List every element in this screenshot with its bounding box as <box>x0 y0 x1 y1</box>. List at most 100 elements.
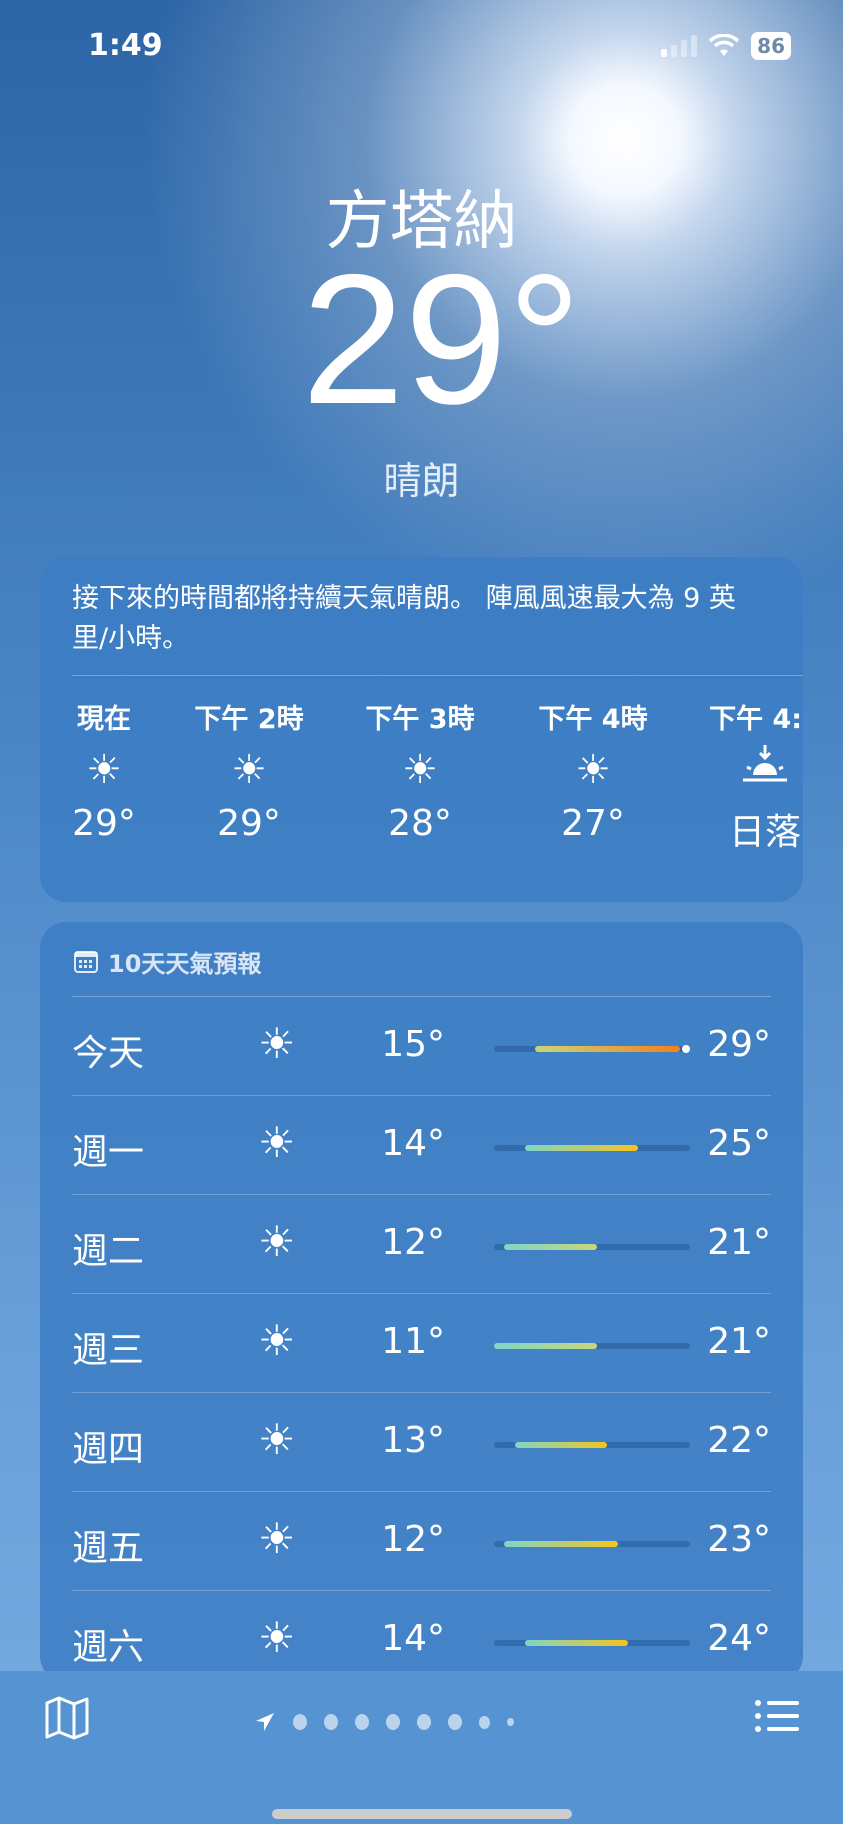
hour-temperature: 29° <box>72 803 136 844</box>
high-temperature: 29° <box>707 1024 771 1065</box>
high-temperature: 21° <box>707 1222 771 1263</box>
high-temperature: 21° <box>707 1321 771 1362</box>
city-name: 方塔納 <box>325 185 518 259</box>
hourly-item: 下午 3時 ☀ 28° <box>345 697 495 844</box>
page-dot[interactable] <box>417 1714 431 1730</box>
temperature-range-fill <box>504 1244 598 1250</box>
sun-icon: ☀ <box>402 747 438 793</box>
forecast-title: 10天天氣預報 <box>108 950 262 978</box>
status-icons: 86 <box>661 32 791 60</box>
high-temperature: 24° <box>707 1618 771 1659</box>
temperature-range-bar <box>494 1145 690 1151</box>
wifi-icon <box>709 34 740 56</box>
temperature-range-fill <box>535 1046 680 1052</box>
hourly-item: 下午 4時 ☀ 27° <box>518 697 668 844</box>
bottom-toolbar <box>0 1671 843 1824</box>
high-temperature: 23° <box>707 1519 771 1560</box>
page-dot[interactable] <box>324 1714 338 1730</box>
sun-icon: ☀ <box>258 1613 296 1662</box>
forecast-row[interactable]: 週五 ☀ 12° 23° <box>72 1492 771 1591</box>
hourly-item: 下午 4:5 日落 <box>690 697 803 855</box>
forecast-row[interactable]: 週四 ☀ 13° 22° <box>72 1393 771 1492</box>
hour-label: 下午 4:5 <box>709 704 803 735</box>
hour-label: 現在 <box>77 704 131 735</box>
sunset-icon <box>690 737 803 803</box>
weather-summary: 接下來的時間都將持續天氣晴朗。 陣風風速最大為 9 英里/小時。 <box>72 583 736 654</box>
temperature-range-bar <box>494 1640 690 1646</box>
hour-label: 下午 4時 <box>538 704 648 735</box>
sun-icon: ☀ <box>86 747 122 793</box>
low-temperature: 14° <box>381 1123 445 1164</box>
current-temperature: 29° <box>301 237 582 443</box>
map-icon[interactable] <box>44 1695 90 1741</box>
calendar-icon <box>74 950 98 973</box>
temperature-range-bar <box>494 1541 690 1547</box>
status-time: 1:49 <box>88 28 163 63</box>
divider <box>72 996 771 997</box>
temperature-range-bar <box>494 1244 690 1250</box>
page-dot[interactable] <box>448 1714 462 1730</box>
day-label: 週三 <box>72 1330 145 1371</box>
page-dot[interactable] <box>355 1714 369 1730</box>
forecast-row[interactable]: 週一 ☀ 14° 25° <box>72 1096 771 1195</box>
low-temperature: 14° <box>381 1618 445 1659</box>
cellular-signal-icon <box>661 35 698 57</box>
current-condition: 晴朗 <box>383 459 460 503</box>
forecast-row[interactable]: 週二 ☀ 12° 21° <box>72 1195 771 1294</box>
day-label: 週四 <box>72 1429 145 1470</box>
sun-icon: ☀ <box>231 747 267 793</box>
temperature-range-fill <box>514 1442 608 1448</box>
hour-temperature: 29° <box>217 803 281 844</box>
hour-label: 下午 2時 <box>194 704 304 735</box>
location-arrow-icon[interactable] <box>254 1711 276 1733</box>
day-label: 週六 <box>72 1627 145 1668</box>
hour-temperature: 日落 <box>728 812 801 853</box>
ten-day-forecast-card[interactable]: 10天天氣預報 今天 ☀ 15° 29° 週一 ☀ 14° 25° 週二 ☀ 12°… <box>40 922 803 1690</box>
page-indicator[interactable] <box>254 1711 514 1733</box>
temperature-range-fill <box>524 1145 639 1151</box>
low-temperature: 15° <box>381 1024 445 1065</box>
high-temperature: 25° <box>707 1123 771 1164</box>
sun-icon: ☀ <box>258 1514 296 1563</box>
sun-icon: ☀ <box>258 1019 296 1068</box>
sun-icon: ☀ <box>258 1415 296 1464</box>
temperature-range-bar <box>494 1343 690 1349</box>
hourly-item: 現在 ☀ 29° <box>40 697 179 844</box>
day-label: 今天 <box>72 1033 145 1074</box>
city-list-icon[interactable] <box>755 1699 799 1733</box>
low-temperature: 12° <box>381 1222 445 1263</box>
hour-label: 下午 3時 <box>365 704 475 735</box>
low-temperature: 12° <box>381 1519 445 1560</box>
sun-icon: ☀ <box>258 1217 296 1266</box>
forecast-header: 10天天氣預報 <box>74 944 261 979</box>
temperature-range-fill <box>524 1640 629 1646</box>
page-dot[interactable] <box>479 1715 490 1729</box>
page-dot[interactable] <box>293 1714 307 1730</box>
high-temperature: 22° <box>707 1420 771 1461</box>
day-label: 週二 <box>72 1231 145 1272</box>
temperature-range-fill <box>504 1541 618 1547</box>
hourly-forecast-card[interactable]: 接下來的時間都將持續天氣晴朗。 陣風風速最大為 9 英里/小時。 現在 ☀ 29… <box>40 557 803 902</box>
home-indicator[interactable] <box>272 1809 572 1819</box>
hourly-item: 下午 2時 ☀ 29° <box>174 697 324 844</box>
temperature-range-fill <box>494 1343 598 1349</box>
hour-temperature: 28° <box>388 803 452 844</box>
page-dot[interactable] <box>386 1714 400 1730</box>
temperature-range-bar <box>494 1442 690 1448</box>
low-temperature: 13° <box>381 1420 445 1461</box>
day-label: 週五 <box>72 1528 145 1569</box>
divider <box>72 675 803 676</box>
low-temperature: 11° <box>381 1321 445 1362</box>
current-temp-dot <box>681 1045 690 1053</box>
hour-temperature: 27° <box>561 803 625 844</box>
forecast-row[interactable]: 週六 ☀ 14° 24° <box>72 1591 771 1690</box>
day-label: 週一 <box>72 1132 145 1173</box>
sun-icon: ☀ <box>575 747 611 793</box>
forecast-row[interactable]: 週三 ☀ 11° 21° <box>72 1294 771 1393</box>
temperature-range-bar <box>494 1045 690 1053</box>
battery-indicator: 86 <box>751 32 791 60</box>
forecast-row[interactable]: 今天 ☀ 15° 29° <box>72 997 771 1096</box>
sun-icon: ☀ <box>258 1316 296 1365</box>
sun-icon: ☀ <box>258 1118 296 1167</box>
page-dot[interactable] <box>507 1718 514 1726</box>
